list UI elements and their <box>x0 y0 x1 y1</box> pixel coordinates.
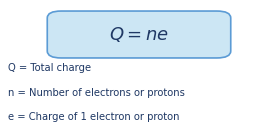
FancyBboxPatch shape <box>47 11 231 58</box>
Text: Q = Total charge: Q = Total charge <box>8 63 91 73</box>
Text: $\mathit{Q = ne}$: $\mathit{Q = ne}$ <box>109 25 169 44</box>
Text: n = Number of electrons or protons: n = Number of electrons or protons <box>8 88 185 98</box>
Text: e = Charge of 1 electron or proton: e = Charge of 1 electron or proton <box>8 112 180 122</box>
